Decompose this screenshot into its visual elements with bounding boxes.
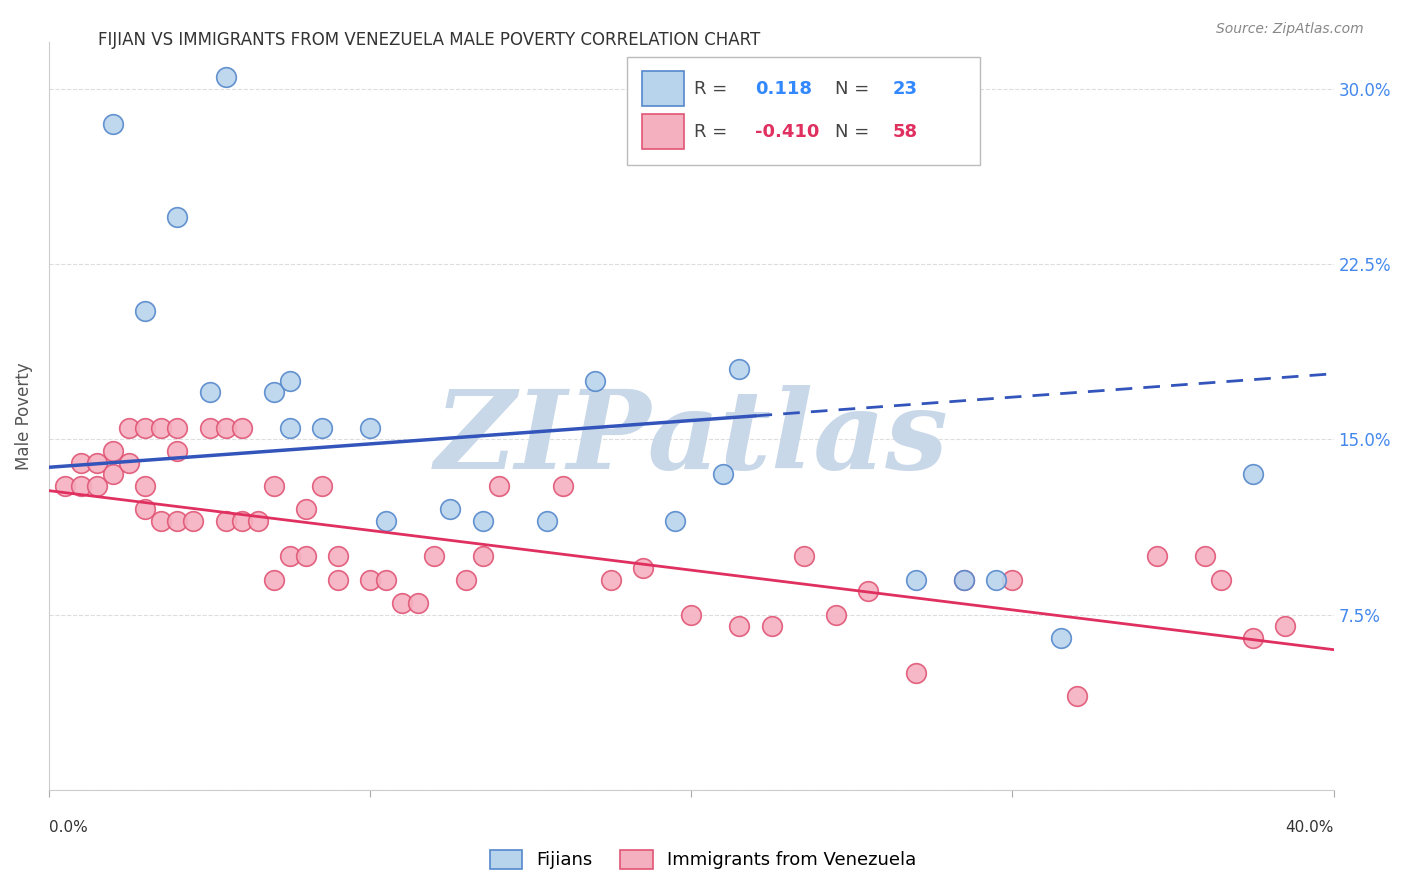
Point: [905, 666, 928, 681]
Point: [471, 549, 494, 563]
Point: [1194, 549, 1216, 563]
Text: 58: 58: [893, 122, 918, 141]
Point: [246, 514, 269, 528]
FancyBboxPatch shape: [627, 57, 980, 165]
Point: [134, 420, 156, 434]
Point: [70, 456, 93, 470]
Point: [1241, 467, 1264, 482]
Point: [295, 502, 318, 516]
Point: [471, 514, 494, 528]
Point: [359, 420, 381, 434]
Point: [326, 549, 349, 563]
Point: [278, 374, 301, 388]
Point: [681, 607, 703, 622]
Text: 0.0%: 0.0%: [49, 820, 87, 835]
Point: [86, 456, 108, 470]
Point: [1274, 619, 1296, 633]
Point: [1241, 631, 1264, 645]
Point: [214, 514, 236, 528]
Point: [488, 479, 510, 493]
Point: [423, 549, 446, 563]
Point: [166, 210, 188, 224]
Point: [263, 479, 285, 493]
Point: [295, 549, 318, 563]
Point: [1049, 631, 1071, 645]
Point: [439, 502, 461, 516]
Point: [214, 70, 236, 84]
Text: 23: 23: [893, 80, 918, 98]
Point: [1146, 549, 1168, 563]
Point: [183, 514, 205, 528]
Point: [150, 514, 173, 528]
Point: [375, 514, 398, 528]
Point: [278, 549, 301, 563]
Point: [134, 502, 156, 516]
Point: [326, 573, 349, 587]
Text: N =: N =: [835, 80, 875, 98]
Point: [856, 584, 879, 599]
Point: [86, 479, 108, 493]
Point: [600, 573, 623, 587]
Point: [311, 420, 333, 434]
Point: [375, 573, 398, 587]
Point: [583, 374, 606, 388]
Point: [166, 444, 188, 458]
Point: [103, 117, 125, 131]
Point: [728, 362, 751, 376]
Point: [263, 385, 285, 400]
Y-axis label: Male Poverty: Male Poverty: [15, 362, 32, 470]
Point: [134, 479, 156, 493]
Point: [278, 420, 301, 434]
Point: [103, 444, 125, 458]
Text: 40.0%: 40.0%: [1285, 820, 1333, 835]
Point: [166, 514, 188, 528]
Point: [536, 514, 558, 528]
Point: [359, 573, 381, 587]
Text: Source: ZipAtlas.com: Source: ZipAtlas.com: [1216, 22, 1364, 37]
Text: ZIPatlas: ZIPatlas: [434, 384, 948, 492]
Point: [905, 573, 928, 587]
Text: N =: N =: [835, 122, 875, 141]
Point: [793, 549, 815, 563]
Point: [231, 420, 253, 434]
Text: R =: R =: [693, 122, 733, 141]
Point: [953, 573, 976, 587]
Point: [166, 420, 188, 434]
Point: [728, 619, 751, 633]
Point: [953, 573, 976, 587]
Point: [118, 420, 141, 434]
Point: [150, 420, 173, 434]
Point: [391, 596, 413, 610]
Point: [231, 514, 253, 528]
FancyBboxPatch shape: [643, 114, 683, 149]
Text: R =: R =: [693, 80, 733, 98]
Point: [134, 303, 156, 318]
FancyBboxPatch shape: [643, 71, 683, 106]
Point: [761, 619, 783, 633]
Point: [70, 479, 93, 493]
Point: [263, 573, 285, 587]
Point: [1066, 690, 1088, 704]
Point: [1001, 573, 1024, 587]
Point: [53, 479, 76, 493]
Point: [456, 573, 478, 587]
Point: [551, 479, 574, 493]
Point: [986, 573, 1008, 587]
Point: [1211, 573, 1233, 587]
Point: [118, 456, 141, 470]
Point: [103, 467, 125, 482]
Point: [664, 514, 686, 528]
Point: [406, 596, 429, 610]
Legend: Fijians, Immigrants from Venezuela: Fijians, Immigrants from Venezuela: [481, 841, 925, 879]
Point: [198, 385, 221, 400]
Point: [198, 420, 221, 434]
Point: [631, 561, 654, 575]
Point: [824, 607, 846, 622]
Point: [711, 467, 734, 482]
Text: 0.118: 0.118: [755, 80, 813, 98]
Point: [214, 420, 236, 434]
Text: -0.410: -0.410: [755, 122, 820, 141]
Point: [311, 479, 333, 493]
Text: FIJIAN VS IMMIGRANTS FROM VENEZUELA MALE POVERTY CORRELATION CHART: FIJIAN VS IMMIGRANTS FROM VENEZUELA MALE…: [98, 31, 761, 49]
